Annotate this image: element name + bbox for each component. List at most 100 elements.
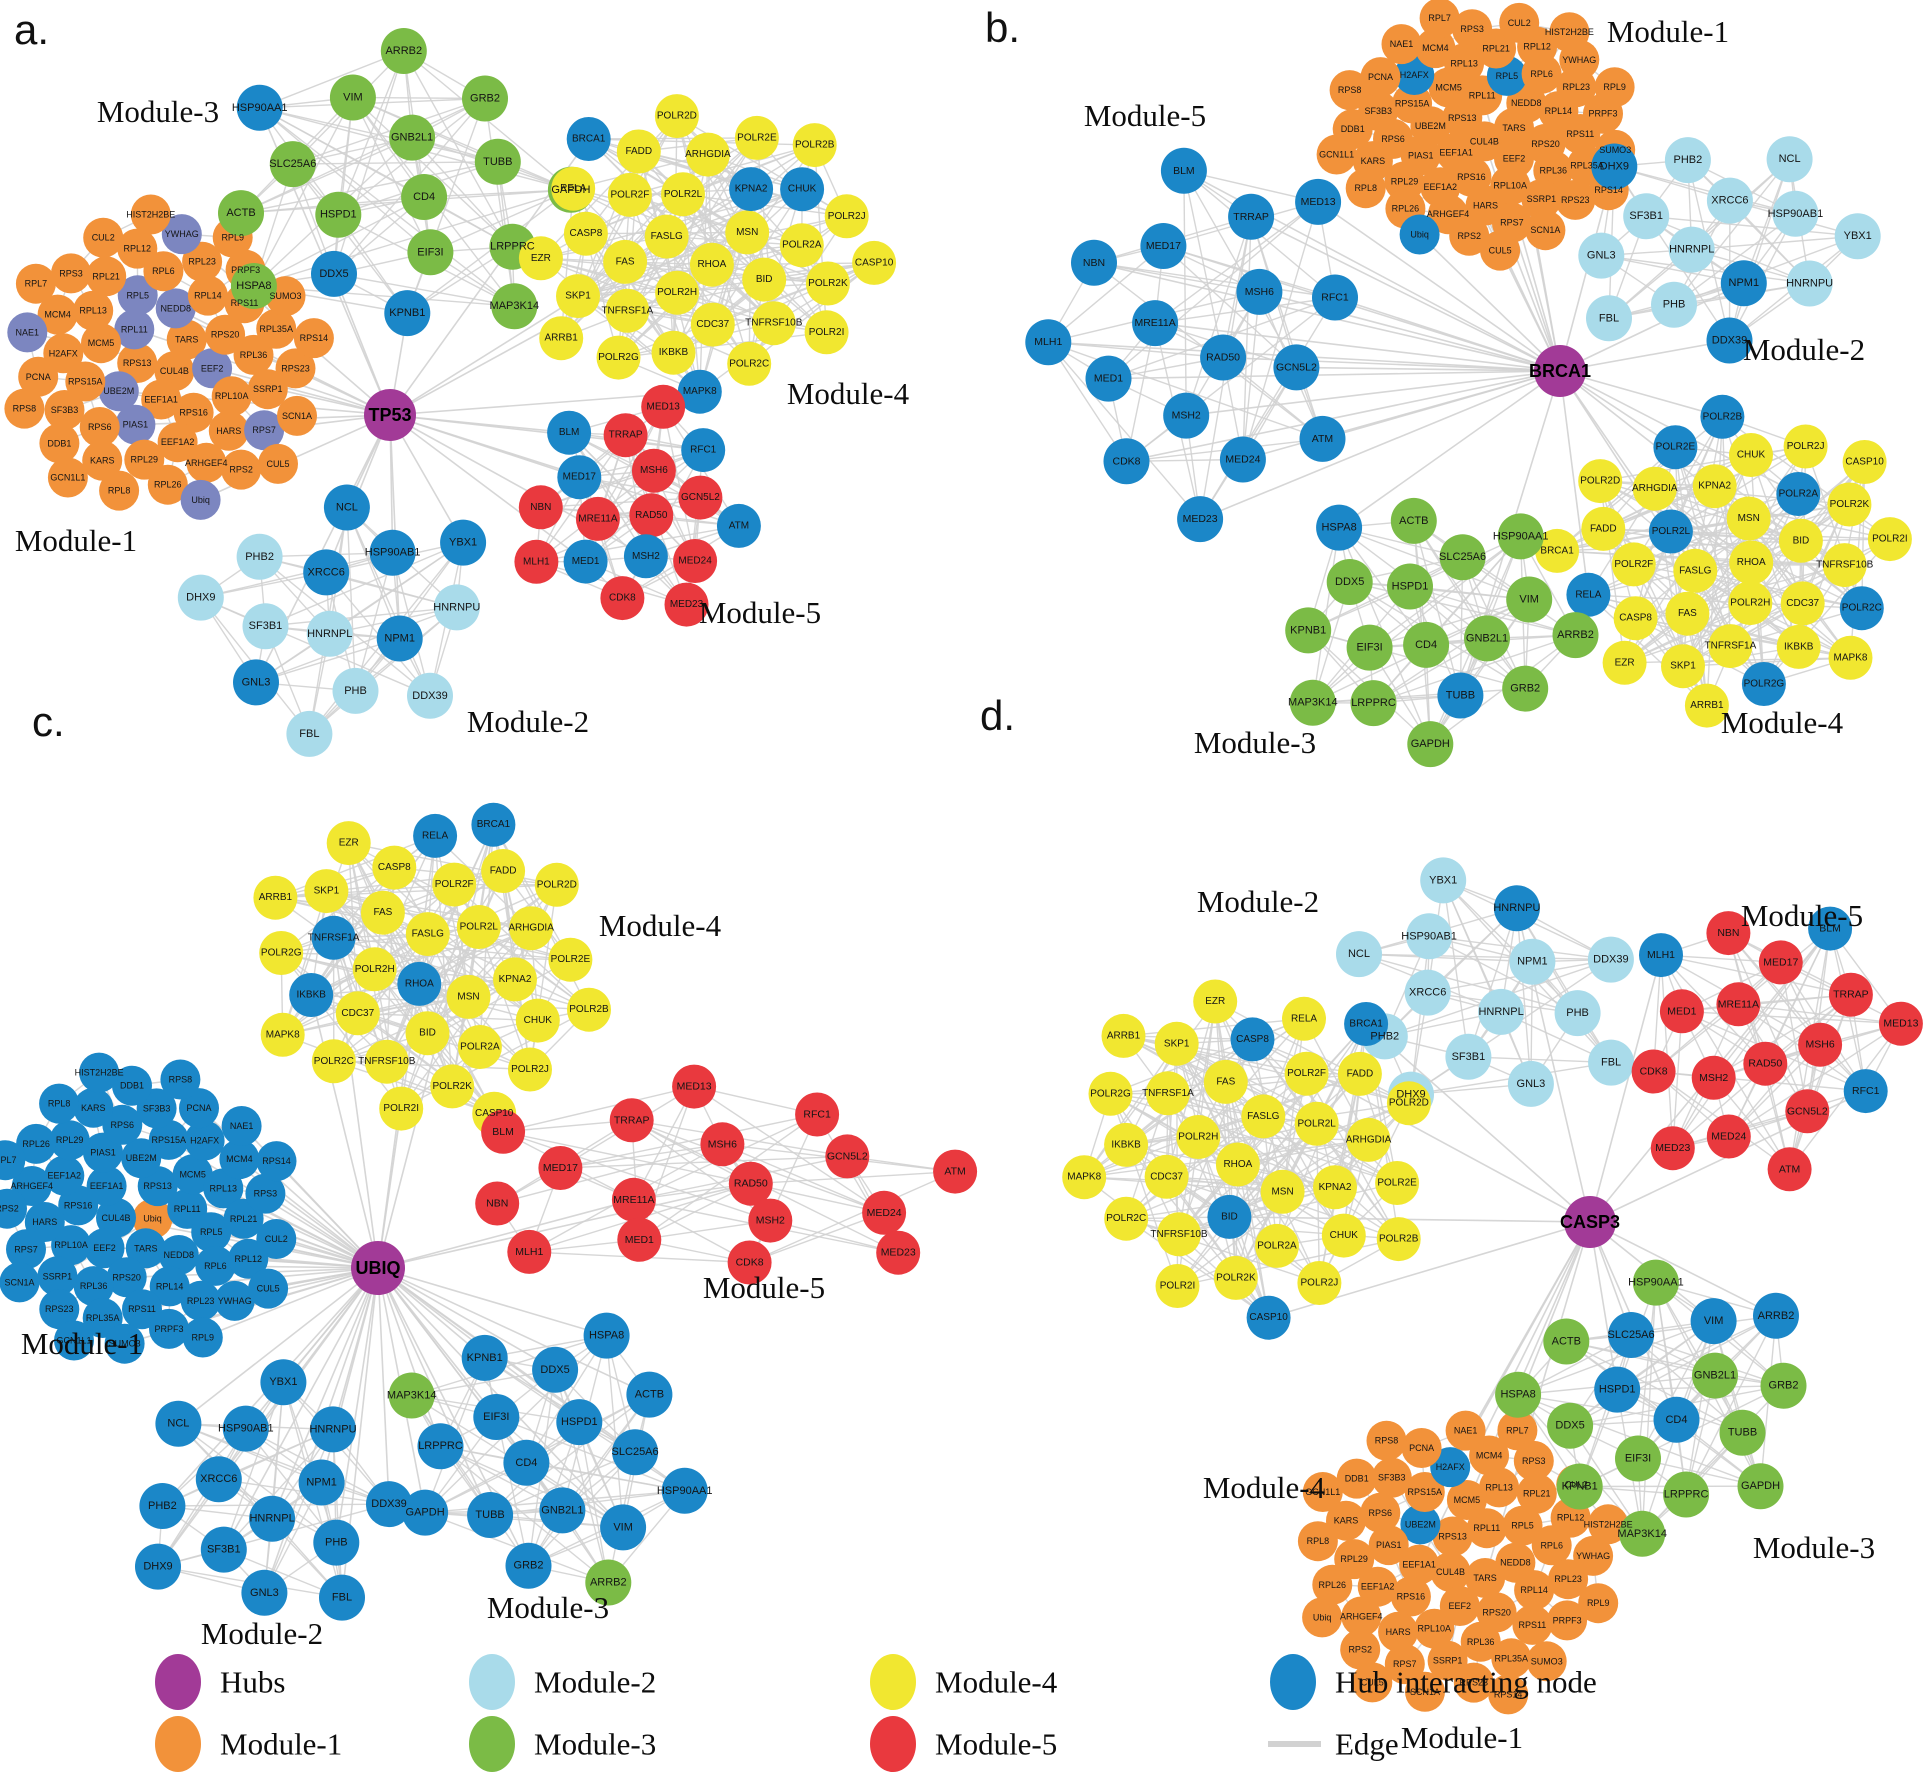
node-EEF1A2[interactable] xyxy=(157,422,198,463)
node-NEDD8[interactable] xyxy=(158,1235,199,1275)
node-MAP3K14[interactable] xyxy=(388,1372,435,1419)
node-YWHAG[interactable] xyxy=(1573,1535,1614,1576)
node-ARHGEF4[interactable] xyxy=(1341,1596,1382,1637)
node-BRCA1[interactable] xyxy=(566,117,611,161)
node-PHB[interactable] xyxy=(1554,990,1601,1037)
node-POLR2D[interactable] xyxy=(654,94,699,139)
node-HSP90AA1[interactable] xyxy=(236,84,283,131)
node-NPM1[interactable] xyxy=(298,1459,345,1506)
node-RPS23[interactable] xyxy=(39,1289,80,1330)
node-BLM[interactable] xyxy=(481,1109,526,1154)
node-RPS14[interactable] xyxy=(1488,1674,1529,1715)
node-ARRB1[interactable] xyxy=(539,316,584,361)
node-POLR2B[interactable] xyxy=(1376,1217,1421,1262)
node-DDX5[interactable] xyxy=(311,250,357,297)
node-MSN[interactable] xyxy=(1260,1169,1305,1214)
node-KARS[interactable] xyxy=(73,1087,114,1128)
node-SF3B1[interactable] xyxy=(242,603,289,650)
node-SLC25A6[interactable] xyxy=(612,1429,659,1476)
node-SCN1A[interactable] xyxy=(0,1262,40,1303)
node-HSPD1[interactable] xyxy=(556,1399,603,1446)
node-RPS8[interactable] xyxy=(1329,70,1370,111)
node-LRPPRC[interactable] xyxy=(1663,1471,1710,1518)
node-FBL[interactable] xyxy=(1586,295,1632,342)
node-YWHAG[interactable] xyxy=(214,1280,255,1321)
node-RPL10A[interactable] xyxy=(1414,1608,1455,1649)
node-POLR2K[interactable] xyxy=(430,1064,475,1109)
node-PIAS1[interactable] xyxy=(83,1132,123,1173)
node-MSH2[interactable] xyxy=(748,1198,793,1243)
node-CDK8[interactable] xyxy=(1103,438,1150,485)
node-DHX9[interactable] xyxy=(177,574,224,621)
node-RPL36[interactable] xyxy=(233,334,274,375)
node-CUL4B[interactable] xyxy=(96,1197,136,1238)
node-RPL8[interactable] xyxy=(1345,168,1386,209)
node-RPL7[interactable] xyxy=(0,1140,26,1181)
node-FBL[interactable] xyxy=(319,1574,365,1621)
node-BRCA1[interactable] xyxy=(1344,1002,1389,1046)
node-ACTB[interactable] xyxy=(1543,1318,1590,1365)
node-POLR2A[interactable] xyxy=(779,223,824,268)
node-PRPF3[interactable] xyxy=(1547,1600,1588,1641)
node-CASP10[interactable] xyxy=(1246,1295,1291,1340)
node-GCN1L1[interactable] xyxy=(47,457,88,498)
node-CHUK[interactable] xyxy=(1321,1213,1366,1258)
node-MRE11A[interactable] xyxy=(575,496,620,541)
node-HIST2H2BE[interactable] xyxy=(1588,1504,1629,1545)
node-KPNB1[interactable] xyxy=(1556,1463,1603,1510)
node-POLR2F[interactable] xyxy=(1284,1051,1329,1096)
node-RPS20[interactable] xyxy=(106,1257,147,1298)
node-MSH6[interactable] xyxy=(1798,1022,1843,1067)
node-RPS2[interactable] xyxy=(1449,215,1490,256)
node-GRB2[interactable] xyxy=(1502,665,1549,712)
node-RPS16[interactable] xyxy=(1390,1576,1431,1617)
node-MED23[interactable] xyxy=(1650,1126,1695,1171)
node-POLR2C[interactable] xyxy=(311,1039,356,1084)
node-Ubiq[interactable] xyxy=(180,479,221,520)
node-SCN1A[interactable] xyxy=(1405,1671,1445,1712)
node-NAE1[interactable] xyxy=(1381,24,1422,65)
node-RPL35A[interactable] xyxy=(1491,1638,1532,1679)
node-CASP10[interactable] xyxy=(852,240,897,285)
node-TNFRSF10B[interactable] xyxy=(1822,543,1867,588)
node-POLR2I[interactable] xyxy=(804,310,849,355)
node-GCN1L1[interactable] xyxy=(1316,134,1357,175)
node-PHB[interactable] xyxy=(313,1519,360,1566)
node-BRCA1[interactable] xyxy=(471,802,516,847)
node-HSP90AA1[interactable] xyxy=(1632,1259,1679,1306)
node-POLR2L[interactable] xyxy=(456,905,501,949)
node-TRRAP[interactable] xyxy=(1228,193,1275,240)
node-NAE1[interactable] xyxy=(221,1106,262,1146)
node-RELA[interactable] xyxy=(1282,996,1326,1041)
node-H2AFX[interactable] xyxy=(184,1120,225,1161)
node-RPL14[interactable] xyxy=(187,275,228,316)
node-EEF1A2[interactable] xyxy=(44,1155,85,1196)
node-RPS6[interactable] xyxy=(79,407,120,447)
node-ARRB1[interactable] xyxy=(1684,683,1729,728)
node-RPL35A[interactable] xyxy=(256,308,297,349)
node-MRE11A[interactable] xyxy=(1716,982,1761,1027)
node-DDB1[interactable] xyxy=(1336,1458,1377,1499)
hub-node-BRCA1[interactable] xyxy=(1534,345,1586,397)
node-TARS[interactable] xyxy=(1465,1558,1506,1598)
node-HSPA8[interactable] xyxy=(230,263,277,309)
node-XRCC6[interactable] xyxy=(303,549,350,596)
node-HNRNPU[interactable] xyxy=(310,1406,356,1453)
node-DDB1[interactable] xyxy=(112,1065,152,1106)
node-NBN[interactable] xyxy=(518,485,563,530)
node-SLC25A6[interactable] xyxy=(269,141,316,188)
node-PCNA[interactable] xyxy=(179,1088,219,1129)
node-MED24[interactable] xyxy=(1706,1114,1751,1159)
node-CUL2[interactable] xyxy=(83,217,124,258)
node-RAD50[interactable] xyxy=(1743,1041,1788,1086)
node-MCM5[interactable] xyxy=(1446,1480,1487,1520)
node-FASLG[interactable] xyxy=(1241,1094,1286,1139)
node-RPL23[interactable] xyxy=(180,1280,221,1321)
node-FASLG[interactable] xyxy=(644,214,689,259)
node-POLR2H[interactable] xyxy=(655,270,700,315)
node-CUL5[interactable] xyxy=(258,443,298,484)
node-RPS6[interactable] xyxy=(102,1104,143,1145)
node-IKBKB[interactable] xyxy=(289,973,334,1017)
node-LRPPRC[interactable] xyxy=(1350,680,1397,727)
node-GNB2L1[interactable] xyxy=(539,1487,586,1534)
